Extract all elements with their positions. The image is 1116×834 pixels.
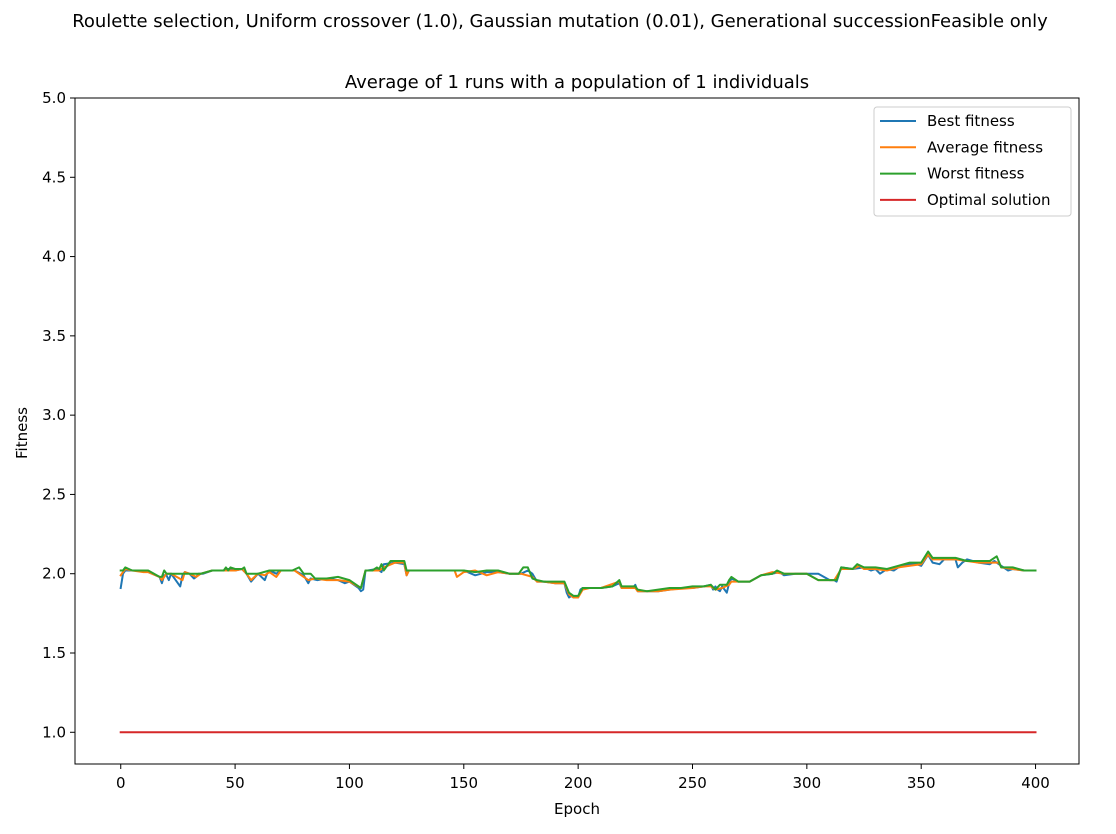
series-line-worst-fitness [119, 550, 1037, 597]
series-layer [119, 550, 1037, 734]
x-tick-label: 0 [116, 774, 126, 792]
x-tick-label: 350 [907, 774, 936, 792]
legend-items: Best fitness Average fitness Worst fitness… [880, 112, 1051, 209]
legend: Best fitness Average fitness Worst fitness… [873, 106, 1072, 217]
x-tick-label: 150 [449, 774, 478, 792]
x-tick-label: 400 [1021, 774, 1050, 792]
chart-title: Average of 1 runs with a population of 1… [345, 72, 809, 93]
x-tick-label: 250 [678, 774, 707, 792]
y-tick-label: 4.5 [42, 168, 66, 186]
x-tick-label: 100 [335, 774, 364, 792]
y-tick-label: 1.0 [42, 723, 66, 741]
x-axis-label: Epoch [554, 800, 600, 818]
figure-suptitle: Roulette selection, Uniform crossover (1… [72, 11, 1048, 32]
legend-label-best-fitness: Best fitness [927, 112, 1015, 130]
axes-frame [74, 97, 1080, 765]
y-tick-label: 2.5 [42, 485, 66, 503]
y-tick-label: 3.5 [42, 327, 66, 345]
y-tick-label: 2.0 [42, 565, 66, 583]
legend-box [873, 106, 1072, 217]
legend-label-optimal-solution: Optimal solution [927, 191, 1051, 209]
y-tick-label: 1.5 [42, 644, 66, 662]
y-tick-label: 5.0 [42, 89, 66, 107]
y-axis-label: Fitness [13, 407, 31, 459]
y-tick-label: 4.0 [42, 248, 66, 266]
legend-label-average-fitness: Average fitness [927, 138, 1043, 156]
y-axis-ticks: 1.0 1.5 2.0 2.5 3.0 3.5 4.0 4.5 5.0 [42, 89, 75, 741]
x-tick-label: 300 [793, 774, 822, 792]
x-tick-label: 50 [226, 774, 245, 792]
x-tick-label: 200 [564, 774, 593, 792]
x-axis-ticks: 0 50 100 150 200 250 300 350 400 [116, 764, 1050, 792]
plot-area [119, 550, 1037, 734]
y-tick-label: 3.0 [42, 406, 66, 424]
legend-label-worst-fitness: Worst fitness [927, 165, 1025, 183]
